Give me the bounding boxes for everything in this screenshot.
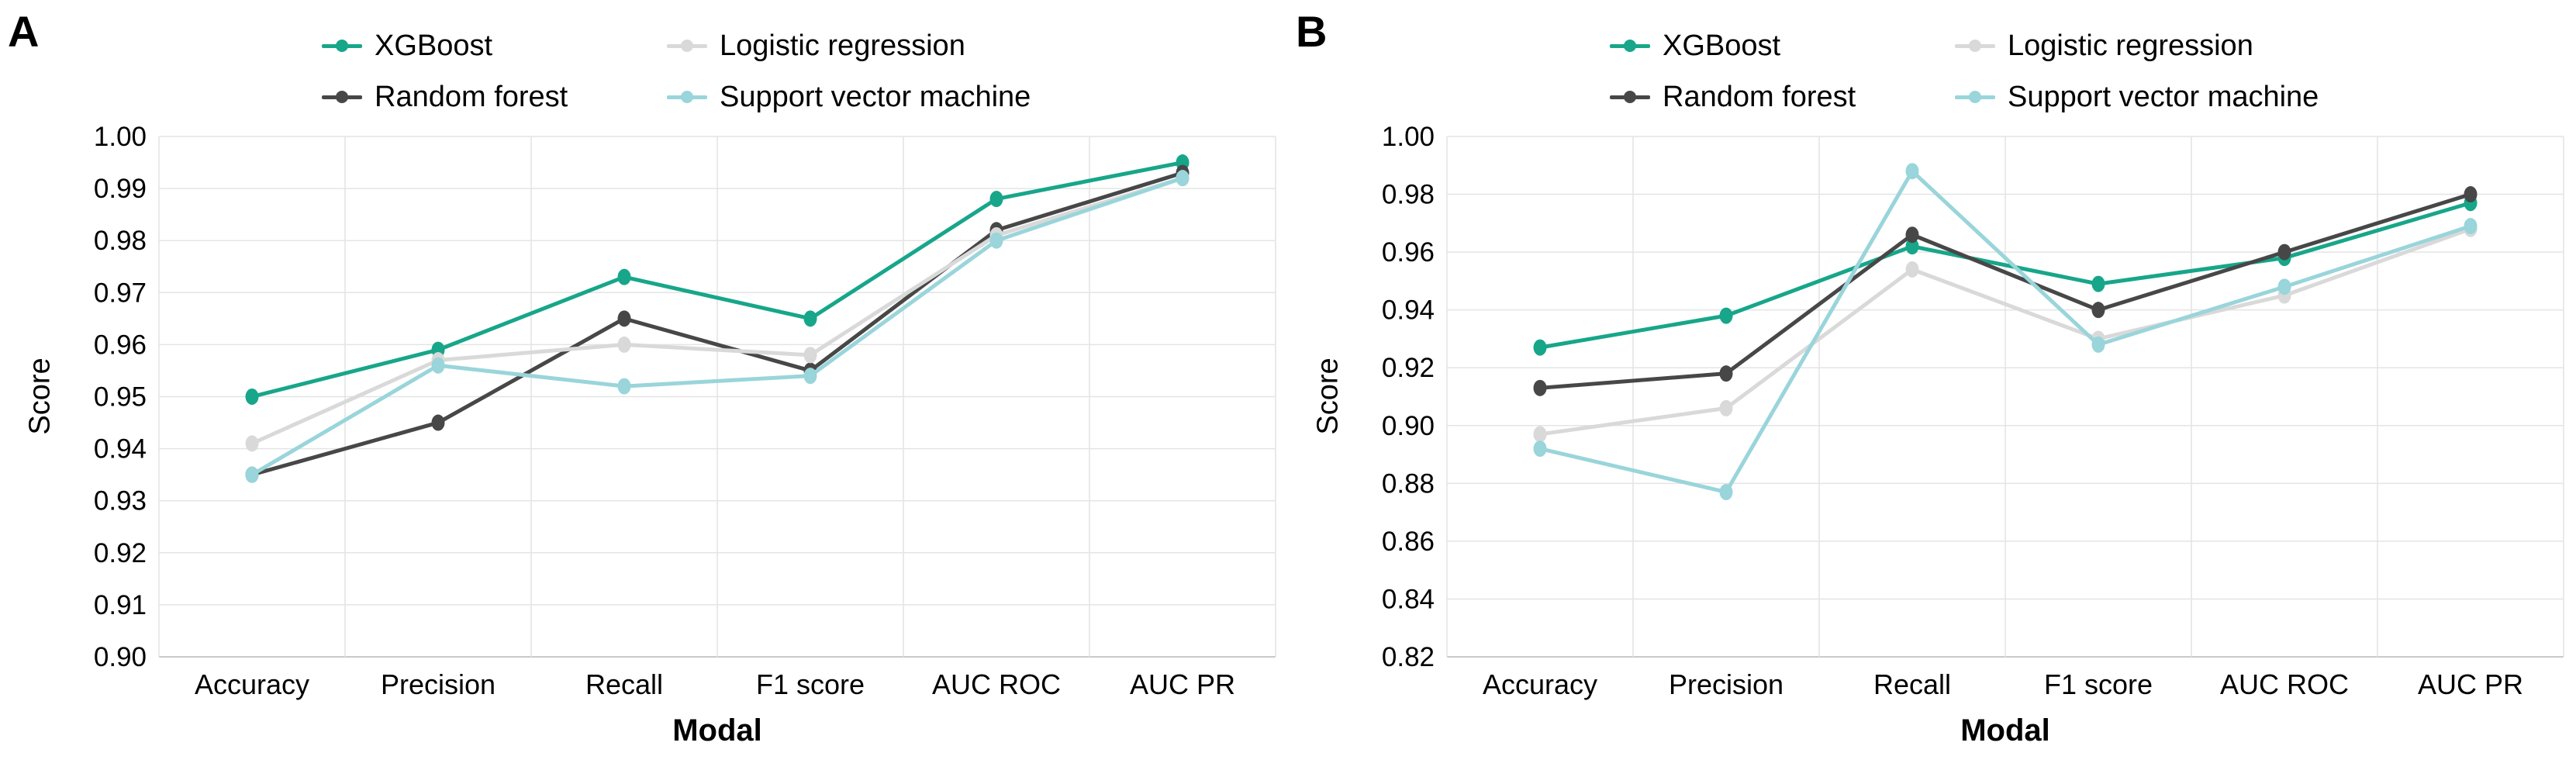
data-point-random-forest [1719, 365, 1733, 382]
data-point-random-forest [2464, 186, 2478, 203]
data-point-logistic-regression [1719, 399, 1733, 416]
panel-b-y-axis-title: Score [1311, 357, 1345, 435]
data-point-random-forest [1533, 379, 1547, 396]
x-category-label: F1 score [2044, 668, 2153, 700]
x-category-label: Accuracy [195, 668, 309, 700]
series-line-support-vector-machine [250, 176, 1185, 477]
panel-a: A 1.00 0.99 0.98 0.97 0.96 0.95 0.94 0.93 0.92 0.… [8, 7, 1276, 748]
x-category-label: F1 score [756, 668, 865, 700]
data-point-support-vector-machine [245, 466, 259, 483]
data-point-random-forest [1905, 226, 1919, 243]
series-line-xgboost [250, 161, 1185, 399]
series-line-random-forest [250, 171, 1185, 477]
data-point-xgboost [989, 191, 1003, 208]
x-category-label: Precision [1669, 668, 1784, 700]
panel-a-letter: A [8, 7, 39, 56]
y-tick-label: 0.96 [94, 330, 147, 360]
y-tick-label: 0.92 [94, 538, 147, 568]
data-point-support-vector-machine [1533, 440, 1547, 458]
panel-a-x-axis-title: Modal [672, 713, 762, 748]
panel-b-letter: B [1296, 7, 1327, 56]
data-point-xgboost [617, 268, 631, 285]
data-point-random-forest [2277, 243, 2291, 261]
data-point-logistic-regression [617, 336, 631, 353]
data-point-xgboost [245, 389, 259, 405]
x-category-label: Precision [381, 668, 496, 700]
panel-a-chart: 1.00 0.99 0.98 0.97 0.96 0.95 0.94 0.93 0.92 0.91… [94, 122, 1276, 700]
x-category-label: AUC PR [2418, 668, 2523, 700]
data-point-xgboost [1719, 307, 1733, 324]
data-point-xgboost [1905, 238, 1919, 255]
y-tick-label: 0.86 [1382, 527, 1435, 557]
data-point-support-vector-machine [1905, 163, 1919, 180]
x-category-label: Accuracy [1483, 668, 1597, 700]
data-point-random-forest [2091, 302, 2105, 319]
y-tick-label: 1.00 [1382, 122, 1435, 152]
data-point-random-forest [617, 310, 631, 327]
series-line-logistic-regression [250, 176, 1185, 446]
data-point-random-forest [431, 414, 445, 431]
y-tick-label: 0.93 [94, 486, 147, 516]
data-point-support-vector-machine [989, 232, 1003, 249]
panel-a-y-axis-title: Score [23, 357, 57, 435]
data-point-xgboost [1533, 339, 1547, 356]
y-tick-label: 0.90 [94, 642, 147, 672]
series-line-support-vector-machine [1538, 169, 2473, 495]
series-line-logistic-regression [1538, 226, 2473, 437]
y-tick-label: 0.94 [1382, 295, 1435, 326]
x-category-label: AUC ROC [2220, 668, 2349, 700]
x-category-label: AUC PR [1130, 668, 1235, 700]
data-point-support-vector-machine [2464, 218, 2478, 235]
data-point-support-vector-machine [1176, 170, 1190, 187]
data-point-logistic-regression [1533, 426, 1547, 443]
data-point-xgboost [2091, 275, 2105, 292]
y-tick-label: 1.00 [94, 122, 147, 152]
x-category-label: AUC ROC [932, 668, 1061, 700]
data-point-support-vector-machine [1719, 484, 1733, 501]
y-tick-label: 0.97 [94, 278, 147, 308]
y-tick-label: 0.94 [94, 434, 147, 465]
y-tick-label: 0.91 [94, 590, 147, 620]
y-tick-label: 0.90 [1382, 411, 1435, 441]
y-tick-label: 0.84 [1382, 584, 1435, 614]
data-point-logistic-regression [1905, 261, 1919, 278]
panel-b-x-axis-title: Modal [1960, 713, 2050, 748]
y-tick-label: 0.82 [1382, 642, 1435, 672]
data-point-support-vector-machine [617, 378, 631, 395]
y-tick-label: 0.92 [1382, 353, 1435, 383]
y-tick-label: 0.99 [94, 174, 147, 204]
data-point-support-vector-machine [2277, 278, 2291, 295]
data-point-support-vector-machine [2091, 336, 2105, 353]
panel-b-chart: 1.00 0.98 0.96 0.94 0.92 0.90 0.88 0.86 0.84 0.82… [1382, 122, 2564, 700]
x-category-label: Recall [1873, 668, 1951, 700]
y-tick-label: 0.98 [1382, 180, 1435, 210]
y-tick-label: 0.96 [1382, 237, 1435, 268]
data-point-xgboost [803, 310, 817, 327]
x-category-label: Recall [585, 668, 663, 700]
y-tick-label: 0.98 [94, 226, 147, 256]
data-point-support-vector-machine [431, 357, 445, 374]
data-point-logistic-regression [803, 347, 817, 364]
panel-b: B 1.00 0.98 0.96 0.94 0.92 0.90 0.88 0.86 0.84 0.… [1288, 0, 2576, 784]
series-line-random-forest [1538, 192, 2473, 390]
y-tick-label: 0.88 [1382, 468, 1435, 499]
y-tick-label: 0.95 [94, 382, 147, 413]
data-point-support-vector-machine [803, 368, 817, 385]
data-point-logistic-regression [245, 435, 259, 452]
series-line-xgboost [1538, 201, 2473, 350]
